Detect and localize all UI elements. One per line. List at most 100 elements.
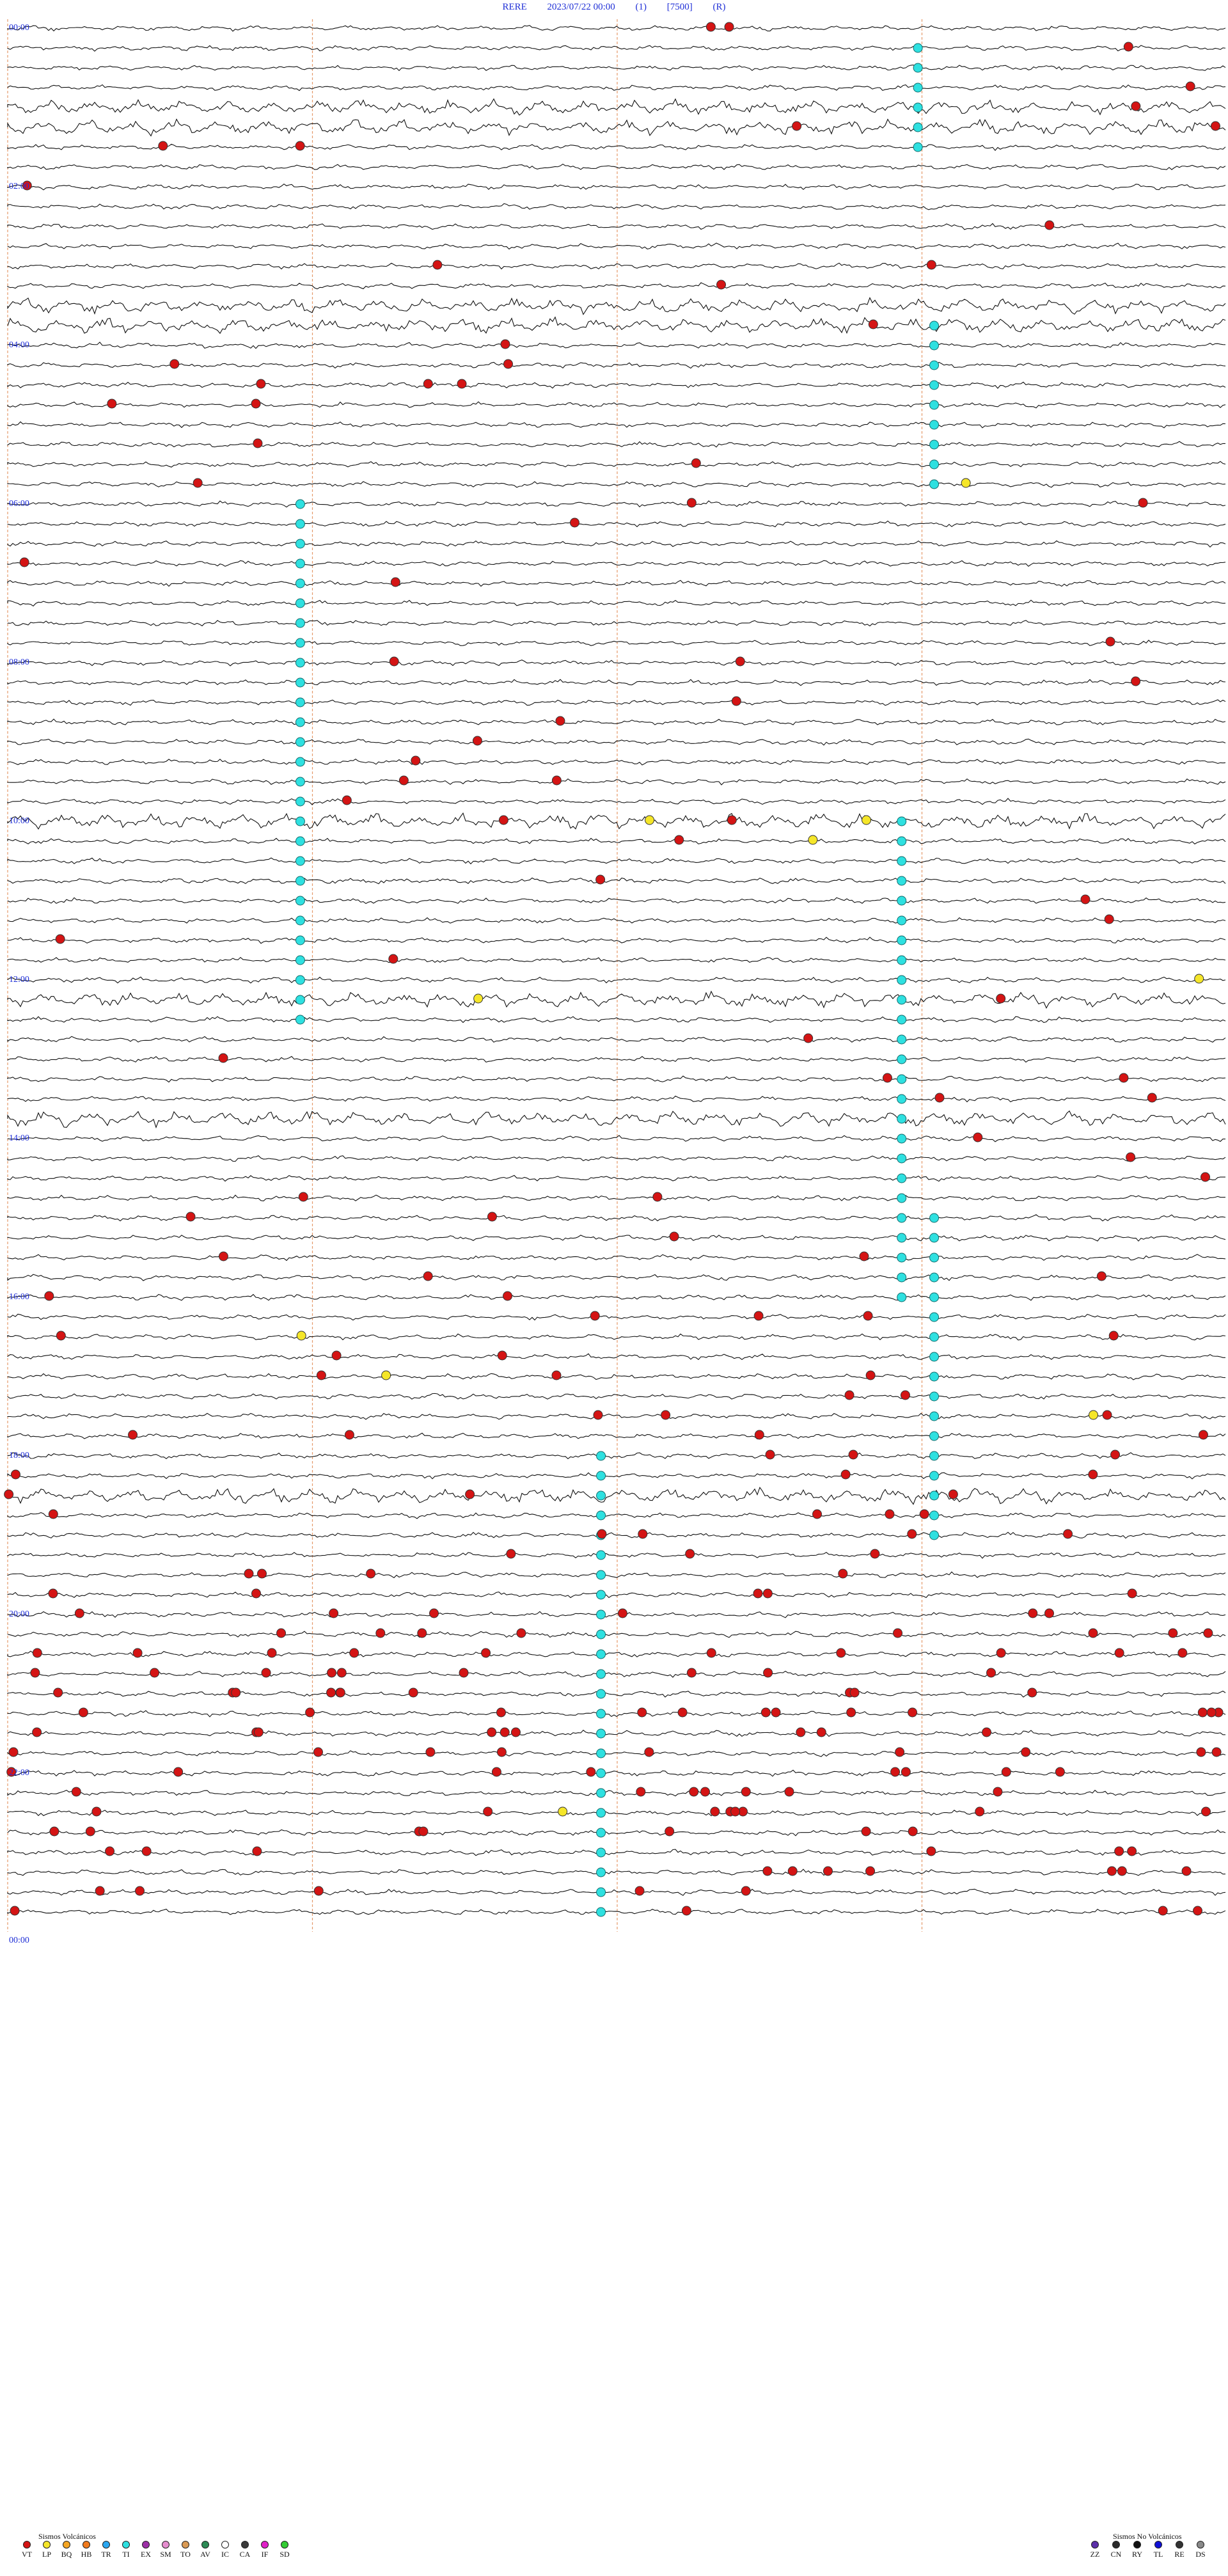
- vt-event-marker: [1131, 676, 1141, 686]
- vt-event-marker: [481, 1648, 491, 1658]
- vt-event-marker: [253, 438, 263, 448]
- vt-event-marker: [10, 1469, 20, 1480]
- vt-event-marker: [996, 1648, 1006, 1658]
- legend-hb-swatch: [83, 2541, 90, 2548]
- tremor-marker: [929, 1272, 940, 1283]
- vt-event-marker: [487, 1727, 497, 1737]
- vt-event-marker: [1021, 1747, 1031, 1757]
- lp-event-marker: [961, 478, 971, 488]
- trace-line: [7, 812, 1226, 830]
- vt-event-marker: [491, 1767, 501, 1777]
- tremor-marker: [897, 935, 907, 945]
- trace-line: [7, 1353, 1226, 1361]
- vt-event-marker: [1203, 1628, 1213, 1638]
- vt-event-marker: [389, 656, 399, 667]
- trace-line: [7, 297, 1226, 315]
- vt-event-marker: [218, 1053, 228, 1063]
- vt-event-marker: [329, 1608, 339, 1618]
- legend-to-swatch: [182, 2541, 189, 2548]
- vt-event-marker: [295, 141, 305, 151]
- tremor-marker: [295, 1015, 305, 1025]
- vt-event-marker: [895, 1747, 905, 1757]
- vt-event-marker: [595, 874, 606, 885]
- tremor-marker: [897, 995, 907, 1005]
- trace-line: [7, 679, 1226, 686]
- trace-line: [7, 1075, 1226, 1083]
- legend-ic-swatch: [221, 2541, 229, 2548]
- vt-event-marker: [836, 1648, 846, 1658]
- tremor-marker: [897, 816, 907, 826]
- legend-sm-swatch: [162, 2541, 169, 2548]
- chart-header: RERE 2023/07/22 00:00 (1) [7500] (R): [0, 0, 1228, 14]
- vt-event-marker: [349, 1648, 359, 1658]
- vt-event-marker: [908, 1826, 918, 1837]
- trace-line: [7, 262, 1226, 270]
- vt-event-marker: [483, 1806, 493, 1817]
- tremor-marker: [295, 677, 305, 688]
- vt-event-marker: [551, 775, 562, 786]
- time-label: 14:00: [9, 1134, 29, 1143]
- legend-if-swatch: [261, 2541, 269, 2548]
- lp-event-marker: [645, 815, 655, 825]
- lp-event-marker: [381, 1370, 391, 1380]
- vt-event-marker: [661, 1410, 671, 1420]
- trace-line: [7, 877, 1226, 885]
- vt-event-marker: [868, 319, 878, 329]
- tremor-marker: [897, 915, 907, 926]
- vt-event-marker: [158, 141, 168, 151]
- tremor-marker: [929, 1510, 940, 1521]
- vt-event-marker: [516, 1628, 526, 1638]
- tremor-marker: [596, 1768, 606, 1778]
- tremor-marker: [929, 1233, 940, 1243]
- vt-event-marker: [730, 1806, 741, 1817]
- vt-event-marker: [681, 1906, 691, 1916]
- legend-tr-swatch: [102, 2541, 110, 2548]
- trace-line: [7, 1373, 1226, 1380]
- vt-event-marker: [727, 815, 737, 825]
- vt-event-marker: [173, 1767, 184, 1777]
- vt-event-marker: [996, 993, 1006, 1004]
- vt-event-marker: [6, 1767, 17, 1777]
- vt-event-marker: [500, 1727, 510, 1737]
- vt-event-marker: [390, 577, 400, 587]
- vt-event-marker: [472, 736, 482, 746]
- tremor-marker: [897, 1193, 907, 1203]
- vt-event-marker: [1102, 1410, 1112, 1420]
- vt-event-marker: [784, 1787, 794, 1797]
- trace-line: [7, 560, 1226, 567]
- vt-event-marker: [388, 954, 398, 964]
- vt-event-marker: [30, 1668, 40, 1678]
- vt-event-marker: [890, 1767, 901, 1777]
- vt-event-marker: [457, 379, 467, 389]
- vt-event-marker: [465, 1489, 475, 1499]
- vt-event-marker: [496, 1747, 507, 1757]
- vt-event-marker: [251, 399, 261, 409]
- vt-event-marker: [691, 458, 701, 468]
- tremor-marker: [929, 340, 940, 351]
- tremor-marker: [596, 1887, 606, 1897]
- trace-line: [7, 759, 1226, 766]
- tremor-marker: [897, 1272, 907, 1283]
- tremor-marker: [596, 1828, 606, 1838]
- vt-event-marker: [1104, 914, 1114, 924]
- legend-non-volcanic-title: Sismos No Volcánicos: [1113, 2532, 1182, 2541]
- vt-event-marker: [840, 1469, 851, 1480]
- vt-event-marker: [85, 1826, 95, 1837]
- vt-event-marker: [762, 1588, 773, 1599]
- legend-to-label: TO: [180, 2550, 191, 2559]
- vt-event-marker: [1119, 1073, 1129, 1083]
- legend-ic-label: IC: [221, 2550, 229, 2559]
- legend-ds-swatch: [1197, 2541, 1204, 2548]
- vt-event-marker: [665, 1826, 675, 1837]
- vt-event-marker: [617, 1608, 627, 1618]
- legend-ti-swatch: [122, 2541, 130, 2548]
- vt-event-marker: [1123, 42, 1133, 52]
- tremor-marker: [897, 1252, 907, 1263]
- time-label: 06:00: [9, 499, 29, 509]
- tremor-marker: [596, 1748, 606, 1758]
- vt-event-marker: [105, 1846, 115, 1856]
- vt-event-marker: [555, 716, 565, 726]
- trace-line: [7, 421, 1226, 429]
- vt-event-marker: [71, 1787, 81, 1797]
